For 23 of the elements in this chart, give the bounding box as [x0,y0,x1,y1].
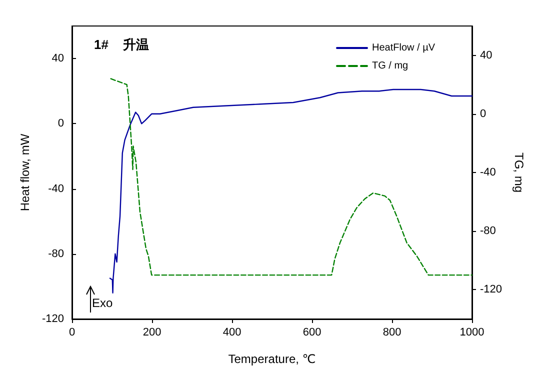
y-tick-label: 0 [58,118,64,130]
x-axis-title: Temperature, ℃ [228,352,316,366]
y-tick-label: -40 [48,182,64,195]
y-tick-label: -80 [48,248,64,260]
x-tick-label: 600 [302,326,322,338]
y-tick-label: 40 [52,52,64,65]
y2-tick-label: -80 [480,225,496,238]
y2-tick-label: 0 [480,108,486,120]
legend-label: TG / mg [372,60,408,72]
x-tick-label: 400 [222,326,242,338]
y-tick-label: -120 [42,313,64,325]
x-tick-label: 0 [68,326,76,338]
x-tick-label: 200 [142,326,162,338]
legend-label: HeatFlow / µV [372,42,436,54]
annotation: Exo [92,296,114,310]
annotation: 1# 升温 [94,37,149,52]
y2-tick-label: 40 [480,49,492,62]
x-tick-label: 1000 [460,326,484,338]
y2-tick-label: -120 [480,284,502,296]
x-tick-label: 800 [382,326,402,338]
y2-axis-title: TG, mg [512,152,526,193]
y-axis-title: Heat flow, mW [18,133,32,212]
y2-tick-label: -40 [480,166,496,178]
